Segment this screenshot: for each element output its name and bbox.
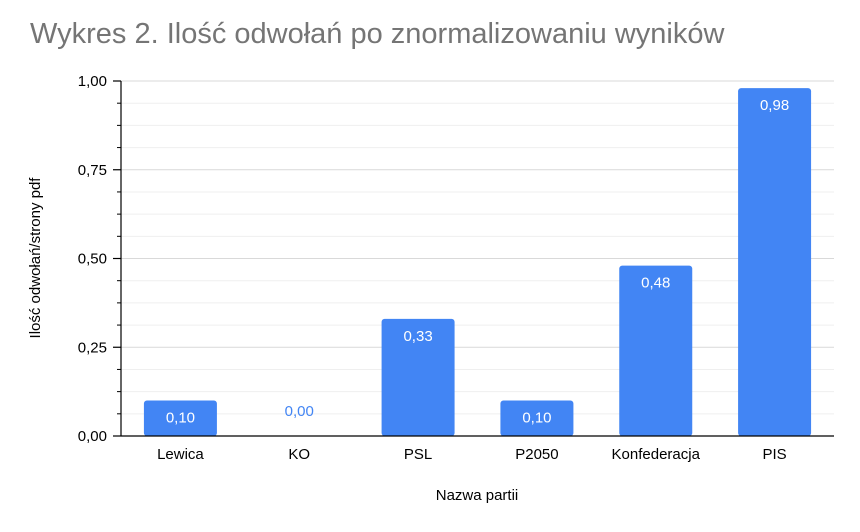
bar-konfederacja — [619, 265, 693, 436]
x-tick-label: KO — [288, 446, 310, 463]
x-tick-label: Lewica — [157, 446, 204, 463]
x-tick-label: PSL — [404, 446, 432, 463]
y-tick-label: 0,00 — [78, 428, 107, 445]
x-tick-label: PIS — [762, 446, 786, 463]
bars — [143, 88, 812, 436]
data-label-psl: 0,33 — [403, 328, 432, 345]
data-label-ko: 0,00 — [285, 403, 314, 420]
gridlines — [121, 80, 834, 415]
axes — [113, 80, 834, 437]
y-tick-label: 0,25 — [78, 339, 107, 356]
bar-p2050 — [500, 400, 574, 436]
y-tick-label: 0,50 — [78, 251, 107, 268]
labels: 0,00 0,25 0,50 0,75 1,00 0,10 Lewica 0,00 KO 0,33… — [78, 73, 789, 463]
y-tick-label: 0,75 — [78, 162, 107, 179]
y-axis-title: Ilość odwołań/strony pdf — [27, 177, 44, 339]
chart-title: Wykres 2. Ilość odwołań po znormalizowan… — [30, 18, 725, 50]
x-axis-title: Nazwa partii — [436, 487, 519, 504]
bar-lewica — [143, 400, 217, 436]
data-label-pis: 0,98 — [760, 97, 789, 114]
bar-pis — [738, 88, 812, 436]
x-tick-label: P2050 — [515, 446, 558, 463]
data-label-p2050: 0,10 — [522, 410, 551, 427]
bar-psl — [381, 318, 455, 436]
y-tick-label: 1,00 — [78, 73, 107, 90]
data-label-lewica: 0,10 — [166, 410, 195, 427]
data-label-konfederacja: 0,48 — [641, 275, 670, 292]
x-tick-label: Konfederacja — [612, 446, 701, 463]
